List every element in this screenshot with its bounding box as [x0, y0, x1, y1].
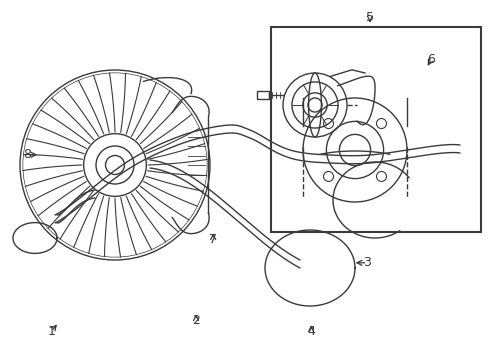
Bar: [271, 27, 481, 232]
Bar: [257, 91, 269, 99]
Text: 8: 8: [23, 148, 31, 161]
Text: 1: 1: [48, 325, 55, 338]
Text: 3: 3: [364, 256, 371, 269]
Text: 6: 6: [427, 53, 435, 66]
Text: 2: 2: [192, 314, 200, 327]
Text: 4: 4: [307, 325, 315, 338]
Text: 5: 5: [366, 11, 374, 24]
Text: 7: 7: [209, 233, 217, 246]
